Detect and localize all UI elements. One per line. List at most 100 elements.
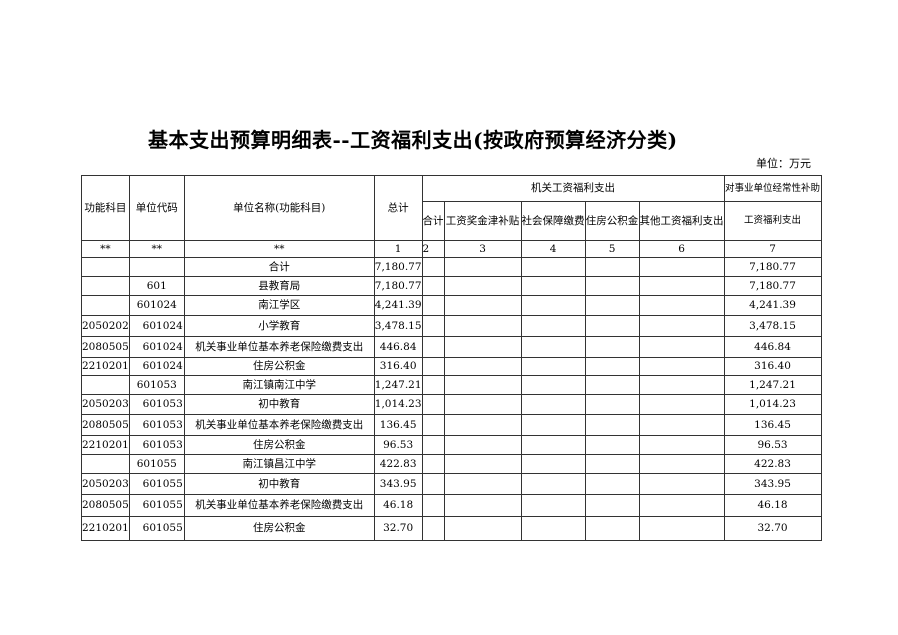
- cell-c7: 316.40: [723, 357, 822, 376]
- table-row: 2050203 601053 初中教育 1,014.23 1,014.23: [81, 394, 822, 415]
- index-cell: **: [183, 240, 375, 258]
- cell-c7: 4,241.39: [723, 295, 822, 316]
- cell-total: 343.95: [373, 473, 423, 495]
- cell-code: 601053: [128, 414, 185, 436]
- empty-cell: [638, 454, 725, 474]
- empty-cell: [443, 315, 522, 337]
- empty-cell: [520, 414, 586, 436]
- empty-cell: [520, 336, 586, 358]
- table-row: 2080505 601053 机关事业单位基本养老保险缴费支出 136.45 136.4…: [81, 414, 822, 436]
- cell-func: 2080505: [81, 336, 130, 358]
- empty-cell: [421, 394, 445, 415]
- cell-name: 机关事业单位基本养老保险缴费支出: [183, 414, 375, 436]
- empty-cell: [421, 276, 445, 296]
- cell-code: 601053: [128, 394, 185, 415]
- empty-cell: [638, 414, 725, 436]
- table-row: 2210201 601053 住房公积金 96.53 96.53: [81, 435, 822, 455]
- cell-c7: 136.45: [723, 414, 822, 436]
- cell-code: 601024: [128, 315, 185, 337]
- cell-code: 601055: [128, 494, 185, 517]
- header-func: 功能科目: [81, 175, 130, 241]
- cell-name: 南江学区: [183, 295, 375, 316]
- cell-c7: 46.18: [723, 494, 822, 517]
- cell-func: 2210201: [81, 516, 130, 541]
- empty-cell: [421, 473, 445, 495]
- header-total: 总计: [373, 175, 423, 241]
- table-row: 2050202 601024 小学教育 3,478.15 3,478.15: [81, 315, 822, 337]
- header-sub: 工资奖金津补贴: [443, 201, 522, 241]
- empty-cell: [584, 375, 640, 395]
- empty-cell: [584, 394, 640, 415]
- empty-cell: [443, 414, 522, 436]
- cell-name: 住房公积金: [183, 435, 375, 455]
- cell-total: 422.83: [373, 454, 423, 474]
- cell-c7: 1,014.23: [723, 394, 822, 415]
- cell-c7: 343.95: [723, 473, 822, 495]
- empty-cell: [421, 375, 445, 395]
- cell-code: 601024: [128, 357, 185, 376]
- index-cell: 7: [723, 240, 822, 258]
- table-row: 601024 南江学区 4,241.39 4,241.39: [81, 295, 822, 316]
- cell-name: 初中教育: [183, 473, 375, 495]
- header-name: 单位名称(功能科目): [183, 175, 375, 241]
- cell-name: 南江镇南江中学: [183, 375, 375, 395]
- empty-cell: [584, 295, 640, 316]
- cell-name: 机关事业单位基本养老保险缴费支出: [183, 336, 375, 358]
- empty-cell: [520, 295, 586, 316]
- cell-code: 601024: [128, 336, 185, 358]
- empty-cell: [443, 516, 522, 541]
- header-code: 单位代码: [128, 175, 185, 241]
- cell-total: 1,014.23: [373, 394, 423, 415]
- empty-cell: [584, 516, 640, 541]
- empty-cell: [584, 315, 640, 337]
- empty-cell: [443, 257, 522, 277]
- cell-code: 601055: [128, 473, 185, 495]
- cell-func: [81, 375, 130, 395]
- cell-total: 7,180.77: [373, 257, 423, 277]
- empty-cell: [520, 516, 586, 541]
- empty-cell: [584, 276, 640, 296]
- cell-func: 2210201: [81, 357, 130, 376]
- empty-cell: [443, 357, 522, 376]
- empty-cell: [421, 454, 445, 474]
- cell-c7: 3,478.15: [723, 315, 822, 337]
- cell-total: 32.70: [373, 516, 423, 541]
- cell-name: 初中教育: [183, 394, 375, 415]
- cell-func: [81, 257, 130, 277]
- empty-cell: [443, 295, 522, 316]
- cell-func: 2080505: [81, 494, 130, 517]
- empty-cell: [584, 494, 640, 517]
- empty-cell: [584, 357, 640, 376]
- header-group1: 机关工资福利支出: [421, 175, 725, 202]
- cell-total: 446.84: [373, 336, 423, 358]
- empty-cell: [421, 435, 445, 455]
- cell-total: 4,241.39: [373, 295, 423, 316]
- index-cell: 4: [520, 240, 586, 258]
- empty-cell: [520, 276, 586, 296]
- cell-func: 2050203: [81, 394, 130, 415]
- empty-cell: [584, 454, 640, 474]
- empty-cell: [421, 357, 445, 376]
- table-row: 2080505 601024 机关事业单位基本养老保险缴费支出 446.84 446.8…: [81, 336, 822, 358]
- empty-cell: [421, 295, 445, 316]
- cell-total: 96.53: [373, 435, 423, 455]
- cell-name: 住房公积金: [183, 357, 375, 376]
- index-cell: 6: [638, 240, 725, 258]
- unit-label: 单位：万元: [756, 157, 811, 170]
- table-row: 合计 7,180.77 7,180.77: [81, 257, 822, 277]
- header-sub: 住房公积金: [584, 201, 640, 241]
- cell-c7: 7,180.77: [723, 276, 822, 296]
- empty-cell: [421, 336, 445, 358]
- empty-cell: [443, 375, 522, 395]
- empty-cell: [584, 473, 640, 495]
- empty-cell: [520, 394, 586, 415]
- cell-func: 2050202: [81, 315, 130, 337]
- cell-total: 1,247.21: [373, 375, 423, 395]
- page-title: 基本支出预算明细表--工资福利支出(按政府预算经济分类): [148, 128, 678, 152]
- cell-c7: 1,247.21: [723, 375, 822, 395]
- empty-cell: [520, 357, 586, 376]
- empty-cell: [520, 315, 586, 337]
- empty-cell: [421, 315, 445, 337]
- table-row: 2210201 601024 住房公积金 316.40 316.40: [81, 357, 822, 376]
- empty-cell: [638, 473, 725, 495]
